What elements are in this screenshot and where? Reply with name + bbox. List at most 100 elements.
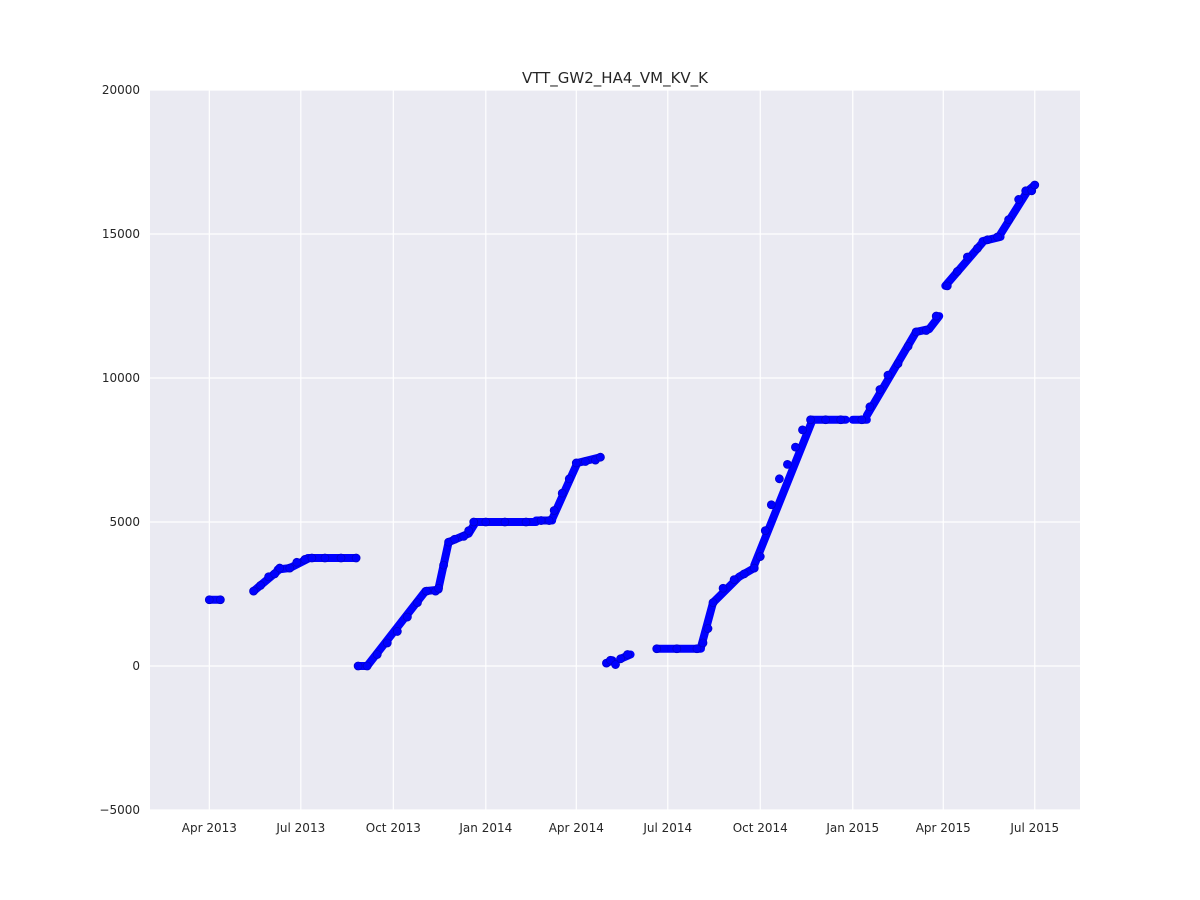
data-point: [766, 500, 776, 510]
y-tick-label: 5000: [109, 515, 140, 529]
x-tick-label: Oct 2013: [366, 821, 421, 835]
y-tick-label: 15000: [102, 227, 140, 241]
data-point: [521, 517, 531, 527]
plot-area: [150, 90, 1080, 810]
data-point: [307, 553, 317, 563]
data-point: [285, 563, 295, 573]
data-point: [450, 534, 460, 544]
data-point: [439, 560, 448, 570]
data-point: [698, 638, 708, 648]
data-point: [275, 563, 285, 573]
data-point: [739, 569, 749, 579]
data-point: [469, 517, 479, 527]
x-tick-label: Oct 2014: [733, 821, 788, 835]
x-tick-label: Jan 2015: [825, 821, 879, 835]
data-point: [616, 654, 625, 664]
data-point: [464, 526, 474, 536]
data-point: [372, 650, 382, 659]
data-point: [911, 327, 921, 337]
data-point: [883, 370, 893, 380]
data-point: [580, 457, 590, 466]
data-point: [692, 644, 702, 654]
x-tick-label: Jul 2014: [642, 821, 692, 835]
y-tick-label: 10000: [102, 371, 140, 385]
data-point: [760, 526, 770, 536]
data-point: [749, 563, 759, 573]
data-point: [783, 459, 792, 469]
data-point: [549, 506, 559, 515]
data-point: [983, 235, 992, 245]
x-tick-label: Apr 2014: [549, 821, 604, 835]
data-point: [459, 532, 469, 541]
data-point: [942, 281, 952, 291]
data-point: [623, 650, 632, 659]
x-tick-label: Apr 2015: [916, 821, 971, 835]
chart-title: VTT_GW2_HA4_VM_KV_K: [522, 69, 709, 88]
y-tick-label: 0: [132, 659, 140, 673]
data-point: [611, 660, 620, 669]
data-point: [392, 627, 402, 636]
data-point: [993, 232, 1002, 242]
data-point: [564, 474, 574, 484]
data-point: [596, 452, 605, 462]
data-point: [718, 583, 728, 593]
data-point: [536, 516, 546, 525]
data-point: [362, 661, 372, 671]
data-point: [875, 385, 885, 394]
data-point: [836, 415, 846, 425]
data-point: [821, 415, 831, 425]
data-point: [708, 598, 718, 608]
data-point: [1004, 215, 1014, 225]
data-point: [434, 583, 443, 593]
data-point: [300, 555, 310, 564]
data-point: [652, 644, 662, 654]
data-point: [557, 488, 567, 498]
grid: [150, 89, 1080, 811]
data-point: [857, 415, 867, 425]
data-point: [921, 326, 931, 335]
data-point: [215, 595, 225, 605]
data-point: [249, 586, 258, 596]
data-point: [729, 575, 739, 584]
data-point: [402, 612, 412, 622]
data-point: [703, 624, 713, 633]
data-point: [962, 252, 972, 262]
data-point: [755, 552, 765, 561]
data-point: [422, 586, 431, 596]
data-point-run: [996, 186, 1032, 238]
data-point: [336, 553, 346, 563]
data-point: [1030, 180, 1040, 190]
data-point: [320, 553, 330, 563]
y-tick-label: −5000: [99, 803, 140, 817]
data-point: [544, 516, 554, 525]
data-point: [351, 553, 361, 563]
x-tick-label: Jul 2015: [1009, 821, 1059, 835]
data-point: [413, 598, 422, 608]
x-tick-label: Jul 2013: [275, 821, 325, 835]
data-point: [1014, 195, 1024, 204]
data-point: [865, 402, 875, 412]
data-point: [500, 517, 510, 527]
data-point: [481, 517, 491, 527]
data-point: [893, 359, 903, 369]
data-point: [806, 415, 815, 425]
data-point: [973, 243, 982, 253]
data-point: [672, 644, 682, 654]
data-point: [256, 580, 265, 590]
data-point: [204, 595, 214, 605]
data-point: [382, 638, 392, 648]
data-series: [204, 180, 1040, 671]
x-tick-label: Apr 2013: [182, 821, 237, 835]
data-point: [292, 557, 302, 567]
x-tick-label: Jan 2014: [458, 821, 512, 835]
data-point: [903, 341, 913, 351]
axis-ticks: Apr 2013 Jul 2013 Oct 2013 Jan 2014 Apr 2014…: [99, 83, 1059, 835]
data-point: [571, 458, 581, 468]
data-point: [353, 661, 363, 671]
data-point: [774, 474, 784, 484]
data-point: [798, 425, 807, 435]
y-tick-label: 20000: [102, 83, 140, 97]
data-point: [952, 267, 962, 276]
data-point: [931, 311, 941, 321]
